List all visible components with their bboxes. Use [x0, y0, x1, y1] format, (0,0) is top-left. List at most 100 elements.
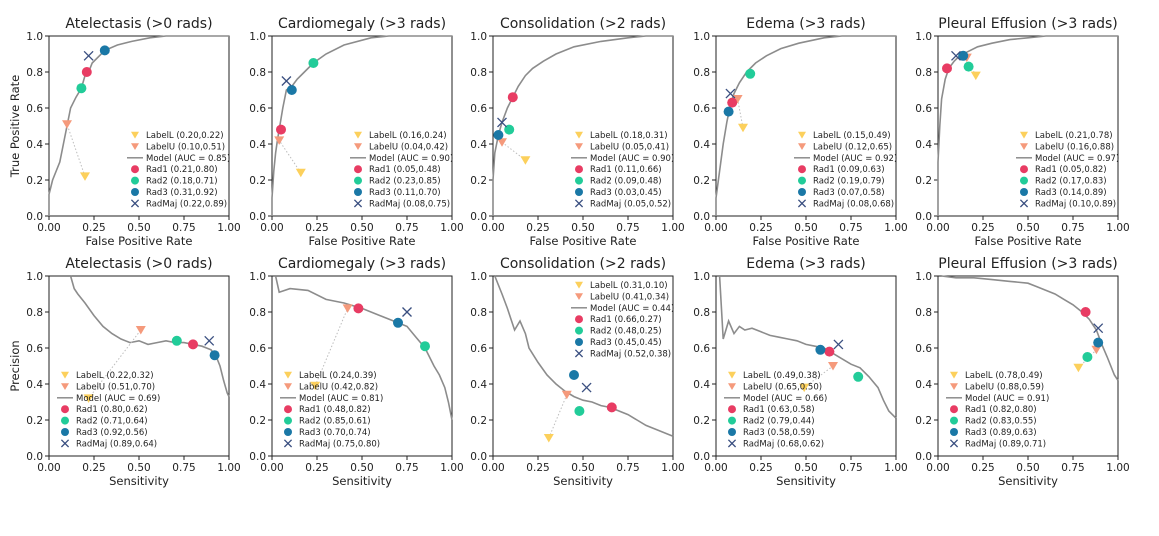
legend-marker-rad3 — [61, 428, 69, 436]
x-tick-label: 0.50 — [127, 462, 150, 474]
y-tick-label: 0.8 — [26, 67, 43, 79]
panel-8: Consolidation (>2 rads) 0.00 0.25 0.50 0.75 1… — [470, 256, 684, 488]
y-tick-label: 0.2 — [26, 175, 43, 187]
y-tick-label: 0.2 — [915, 175, 932, 187]
legend-marker-labell — [575, 281, 583, 289]
legend-marker-rad1 — [575, 315, 583, 324]
legend-label-labelu: LabelU (0.10,0.51) — [146, 142, 225, 152]
legend-label-rad1: Rad1 (0.09,0.63) — [813, 165, 885, 175]
y-tick-label: 0.4 — [249, 139, 266, 151]
point-rad2 — [308, 58, 319, 68]
point-rad2 — [504, 124, 515, 135]
legend-label-rad1: Rad1 (0.05,0.48) — [369, 165, 441, 175]
legend-marker-rad3 — [575, 338, 583, 346]
legend-marker-labell — [354, 131, 362, 139]
x-tick-label: 0.25 — [305, 222, 328, 234]
panel-title: Atelectasis (>0 rads) — [65, 256, 212, 272]
y-tick-label: 0.6 — [470, 103, 487, 115]
model-curve — [492, 35, 673, 216]
legend-marker-labell — [131, 131, 139, 139]
legend-label-model: Model (AUC = 0.90) — [590, 154, 674, 164]
legend-label-labell: LabelL (0.21,0.78) — [1035, 131, 1113, 141]
legend: LabelL (0.78,0.49)LabelU (0.88,0.59) Mode… — [946, 371, 1049, 449]
x-axis-label: False Positive Rate — [309, 234, 416, 248]
x-tick-label: 0.75 — [1061, 462, 1084, 474]
legend-label-rad2: Rad2 (0.83,0.55) — [965, 417, 1037, 427]
point-labell — [295, 168, 306, 178]
legend-label-rad3: Rad3 (0.11,0.70) — [369, 188, 441, 198]
panel-5: Pleural Effusion (>3 rads) 0.00 0.25 0.50 0.… — [915, 16, 1129, 248]
x-tick-label: 0.25 — [971, 462, 994, 474]
point-radmaj-stroke-b — [725, 88, 736, 99]
panel-1: Atelectasis (>0 rads) 0.00 0.25 0.50 0.75 1.0… — [8, 16, 241, 248]
y-tick-label: 0.8 — [693, 67, 710, 79]
legend-marker-rad2 — [354, 176, 362, 185]
model-curve — [941, 275, 1119, 381]
point-rad2 — [574, 406, 585, 416]
y-tick-label: 1.0 — [26, 271, 43, 283]
legend-label-labelu: LabelU (0.51,0.70) — [76, 382, 155, 392]
y-tick-label: 0.0 — [693, 211, 710, 223]
legend-label-rad3: Rad3 (0.07,0.58) — [813, 188, 885, 198]
point-rad1 — [276, 124, 286, 135]
legend-marker-radmaj — [283, 439, 293, 448]
panel-7: Cardiomegaly (>3 rads) 0.00 0.25 0.50 0.75 1.… — [249, 256, 463, 488]
y-tick-label: 0.8 — [249, 307, 266, 319]
point-labelu — [342, 304, 353, 313]
x-tick-label: 0.50 — [1016, 462, 1039, 474]
panel-title: Edema (>3 rads) — [746, 256, 866, 272]
x-tick-label: 1.00 — [661, 222, 684, 234]
point-radmaj-stroke-b — [402, 307, 412, 317]
panel-title: Pleural Effusion (>3 rads) — [938, 16, 1117, 32]
legend-marker-labell — [575, 131, 583, 139]
x-tick-label: 0.75 — [395, 222, 418, 234]
legend-marker-labelu — [950, 383, 958, 390]
point-radmaj-stroke-b — [951, 50, 961, 61]
label-connector-dotted — [66, 124, 86, 177]
x-axis-label: False Positive Rate — [86, 234, 193, 248]
legend-marker-labell — [950, 371, 958, 379]
legend-label-radmaj: RadMaj (0.68,0.62) — [743, 439, 824, 449]
point-rad1 — [81, 67, 92, 77]
legend-label-rad2: Rad2 (0.19,0.79) — [813, 177, 885, 187]
legend: LabelL (0.18,0.31)LabelU (0.05,0.41) Mode… — [571, 131, 674, 209]
point-labelu — [135, 326, 146, 335]
legend: LabelL (0.49,0.38)LabelU (0.65,0.50) Mode… — [724, 371, 827, 449]
x-axis-label: False Positive Rate — [753, 234, 860, 248]
legend: LabelL (0.16,0.24)LabelU (0.04,0.42) Mode… — [350, 131, 453, 209]
y-tick-label: 1.0 — [693, 31, 710, 43]
legend-marker-labelu — [61, 383, 69, 390]
legend-marker-labelu — [728, 383, 736, 390]
x-tick-label: 0.00 — [260, 222, 283, 234]
point-radmaj — [83, 50, 94, 61]
legend-label-rad3: Rad3 (0.03,0.45) — [590, 188, 662, 198]
panel-4: Edema (>3 rads) 0.00 0.25 0.50 0.75 1.00 0.0 0.… — [693, 16, 907, 248]
legend-marker-radmaj — [574, 349, 584, 358]
legend-marker-labell — [728, 371, 736, 379]
x-tick-label: 0.75 — [1061, 222, 1084, 234]
label-connector-dotted — [737, 98, 744, 128]
point-rad1 — [353, 303, 364, 314]
legend-label-rad1: Rad1 (0.11,0.66) — [590, 165, 662, 175]
point-labell — [310, 381, 321, 391]
legend-label-model: Model (AUC = 0.92) — [813, 154, 897, 164]
x-tick-label: 0.50 — [350, 462, 373, 474]
x-tick-label: 0.25 — [749, 222, 772, 234]
x-tick-label: 0.75 — [172, 222, 195, 234]
point-radmaj — [281, 76, 292, 86]
x-tick-label: 0.75 — [616, 462, 639, 474]
point-labelu — [274, 136, 285, 145]
legend-label-radmaj: RadMaj (0.08,0.68) — [813, 199, 894, 209]
y-tick-label: 1.0 — [249, 271, 266, 283]
x-tick-label: 1.00 — [1106, 462, 1129, 474]
point-rad2 — [745, 68, 756, 79]
legend: LabelL (0.31,0.10)LabelU (0.41,0.34) Mode… — [571, 281, 674, 359]
point-radmaj-stroke-b — [833, 339, 844, 350]
legend-marker-radmaj — [353, 199, 363, 208]
point-rad2 — [171, 335, 182, 346]
panel-title: Pleural Effusion (>3 rads) — [938, 256, 1117, 272]
legend-label-labelu: LabelU (0.65,0.50) — [743, 382, 822, 392]
legend-marker-radmaj — [1019, 199, 1029, 208]
legend-marker-labelu — [284, 383, 292, 390]
legend-marker-rad2 — [798, 176, 806, 185]
